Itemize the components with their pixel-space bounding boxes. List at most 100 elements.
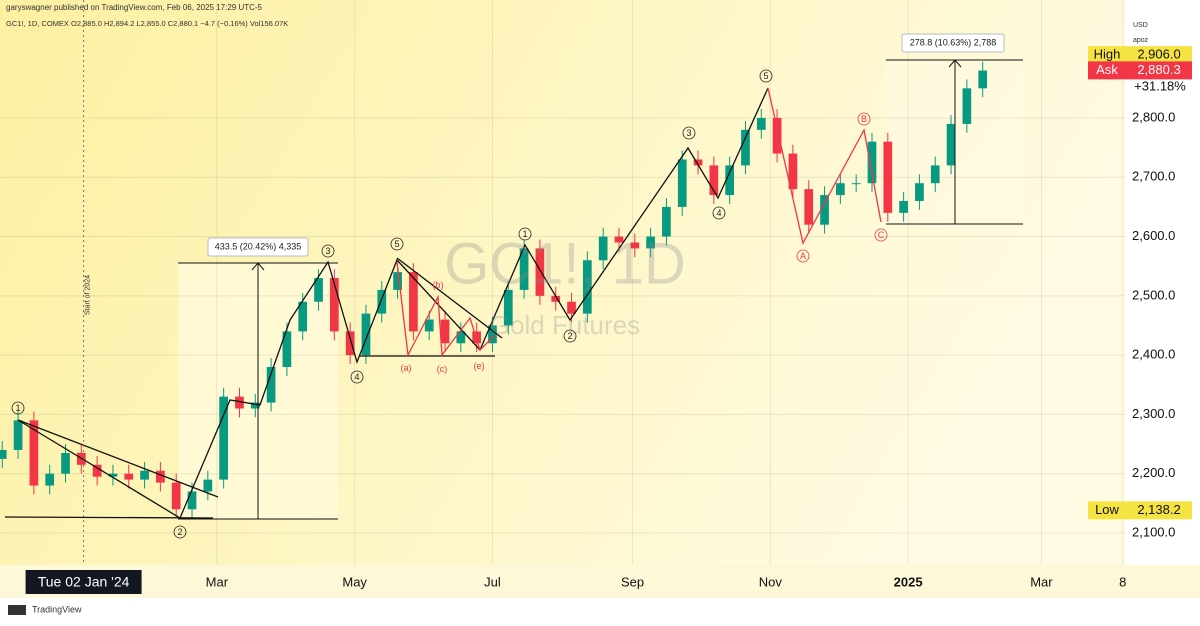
y-tick-label: 2,100.0 bbox=[1132, 524, 1175, 539]
wave-label: B bbox=[861, 114, 867, 124]
x-tick-label: Mar bbox=[206, 574, 229, 589]
wave-drawings bbox=[4, 59, 1023, 520]
arrow-head bbox=[948, 59, 962, 68]
candle-body bbox=[583, 260, 592, 314]
wave-label: A bbox=[800, 251, 806, 261]
candle-body bbox=[709, 165, 719, 196]
price-label-box bbox=[1126, 61, 1192, 80]
candle-body bbox=[567, 301, 576, 314]
candle-body bbox=[108, 473, 118, 477]
candle-body bbox=[804, 189, 814, 225]
watermark-subtitle: Gold Futures bbox=[490, 310, 640, 340]
y-tick-label: 2,200.0 bbox=[1132, 465, 1175, 480]
candle-body bbox=[124, 473, 134, 480]
grid bbox=[0, 0, 1125, 565]
candle-body bbox=[662, 206, 671, 237]
candle-body bbox=[788, 153, 798, 190]
candle-body bbox=[219, 396, 228, 480]
candle-body bbox=[741, 129, 750, 166]
wave-circle bbox=[518, 227, 532, 241]
wave-label: (b) bbox=[433, 280, 444, 290]
candle-body bbox=[456, 331, 466, 344]
wave-label: 3 bbox=[325, 246, 330, 256]
legend-line: GC1!, 1D, COMEX O2,885.0 H2,894.2 L2,855… bbox=[6, 19, 288, 28]
candle-body bbox=[235, 396, 244, 409]
wave-label: (e) bbox=[474, 361, 485, 371]
wave-circle bbox=[682, 126, 696, 140]
candle-body bbox=[314, 278, 323, 302]
candle-body bbox=[978, 70, 988, 89]
price-axis-background bbox=[1125, 0, 1200, 565]
wave-circle bbox=[759, 69, 773, 83]
corrective-waves bbox=[396, 87, 882, 358]
wave-circle bbox=[796, 249, 810, 263]
attribution: garyswagner published on TradingView.com… bbox=[6, 3, 263, 12]
price-label: 2,906.0 bbox=[1137, 47, 1180, 62]
candle-body bbox=[519, 248, 529, 290]
candle-body bbox=[598, 236, 608, 261]
x-tick-label: Jul bbox=[484, 574, 501, 589]
candle-body bbox=[930, 165, 940, 184]
channel-line bbox=[17, 419, 219, 498]
wave-circle bbox=[857, 112, 871, 126]
candle-body bbox=[677, 159, 687, 207]
wave-label: 1 bbox=[522, 229, 527, 239]
candle-body bbox=[946, 123, 956, 166]
price-name: Low bbox=[1095, 502, 1119, 517]
candle-body bbox=[13, 420, 23, 450]
wave-circle bbox=[874, 228, 888, 242]
currency: USD bbox=[1133, 22, 1148, 29]
wave-label: 5 bbox=[763, 71, 768, 81]
y-tick-label: 2,300.0 bbox=[1132, 406, 1175, 421]
y-tick-label: 2,500.0 bbox=[1132, 287, 1175, 302]
triangle-line bbox=[396, 257, 503, 339]
wave-circle bbox=[173, 525, 187, 539]
footer-brand: TradingView bbox=[32, 604, 82, 614]
candle-body bbox=[535, 248, 545, 296]
price-label: 2,880.3 bbox=[1137, 62, 1180, 77]
candle-body bbox=[551, 295, 561, 302]
candle-body bbox=[345, 331, 355, 356]
wave-label: 2 bbox=[567, 331, 572, 341]
wave-circle bbox=[11, 401, 25, 415]
candle-body bbox=[61, 452, 70, 474]
footer-background bbox=[0, 598, 1200, 621]
candle-body bbox=[614, 236, 624, 243]
y-tick-label: 2,700.0 bbox=[1132, 169, 1175, 184]
price-label: 2,138.2 bbox=[1137, 502, 1180, 517]
wave-label: 3 bbox=[686, 128, 691, 138]
candle-body bbox=[266, 366, 276, 403]
candles bbox=[0, 61, 988, 519]
wave-line bbox=[396, 261, 496, 358]
candle-body bbox=[298, 301, 308, 332]
unit-note: apoz bbox=[1133, 37, 1149, 44]
price-name-box bbox=[1088, 61, 1126, 80]
candle-body bbox=[962, 88, 972, 124]
wave-label: 2 bbox=[177, 527, 182, 537]
x-tick-label: May bbox=[342, 574, 367, 589]
price-name: High bbox=[1094, 47, 1121, 62]
support-line bbox=[4, 516, 214, 519]
candle-body bbox=[409, 272, 418, 332]
price-label-box bbox=[1126, 501, 1192, 520]
x-tick-label: Nov bbox=[759, 574, 783, 589]
measure-label: 433.5 (20.42%) 4,335 bbox=[215, 241, 302, 251]
candle-body bbox=[424, 319, 434, 332]
y-tick-label: 2,400.0 bbox=[1132, 347, 1175, 362]
candle-body bbox=[725, 165, 735, 196]
crosshair-label: Tue 02 Jan '24 bbox=[38, 574, 130, 590]
wave-label: 1 bbox=[15, 403, 20, 413]
candle-body bbox=[377, 289, 387, 314]
candle-body bbox=[851, 183, 861, 185]
watermark: GC1!, 1D bbox=[444, 231, 686, 296]
candle-body bbox=[0, 449, 7, 459]
x-tick-label: Mar bbox=[1030, 574, 1053, 589]
y-tick-label: 2,600.0 bbox=[1132, 228, 1175, 243]
footer-logo bbox=[8, 605, 26, 615]
candle-body bbox=[820, 195, 829, 225]
time-axis-background bbox=[0, 565, 1200, 598]
measure-label: 278.8 (10.63%) 2,788 bbox=[910, 37, 997, 47]
candle-body bbox=[156, 470, 165, 483]
candle-body bbox=[693, 159, 703, 166]
price-name: Ask bbox=[1096, 62, 1118, 77]
